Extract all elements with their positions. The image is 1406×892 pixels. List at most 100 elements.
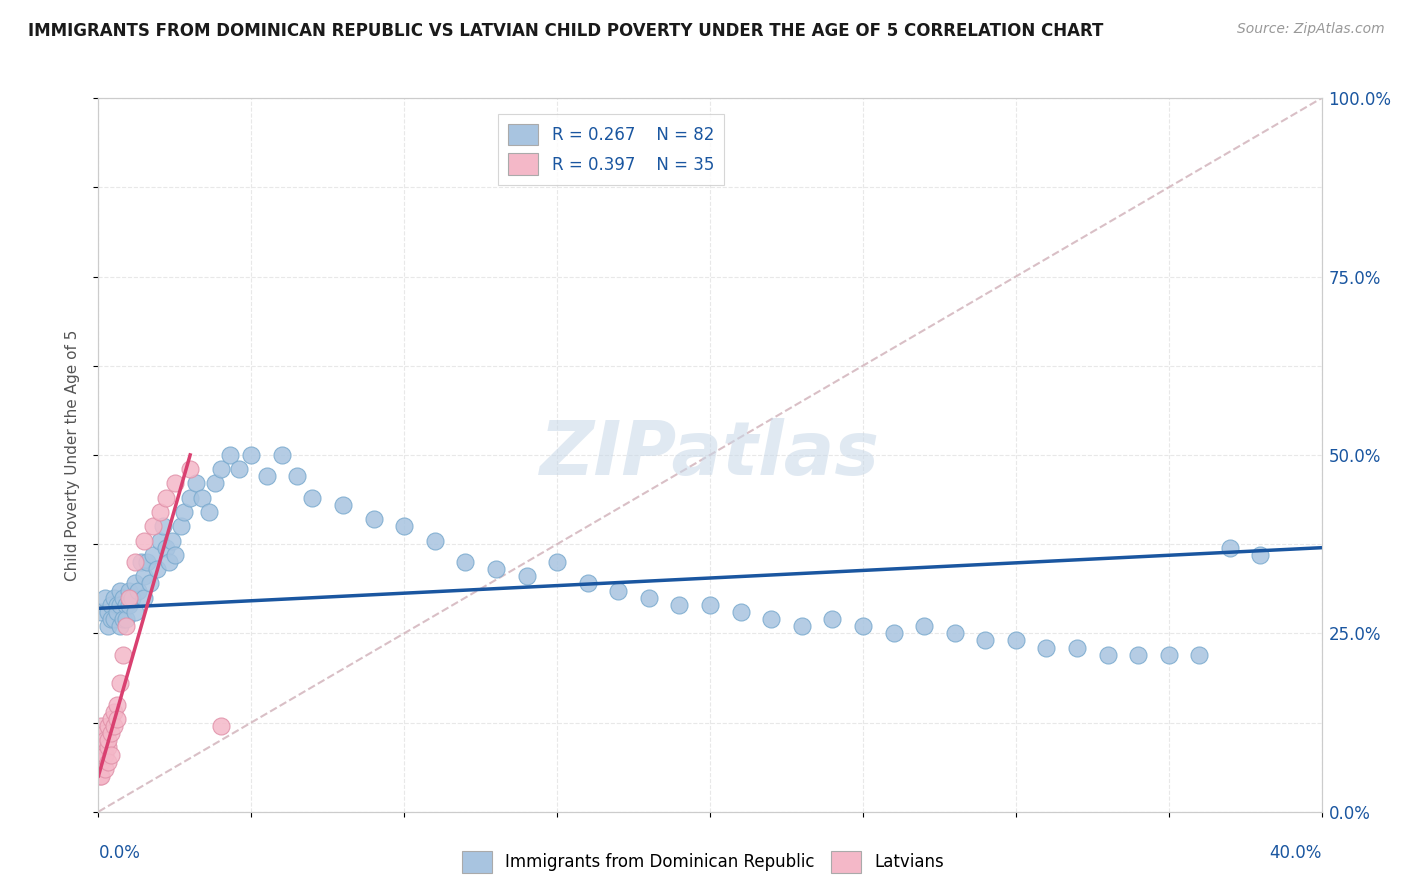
Point [270, 448, 292, 462]
Point [546, 555, 568, 569]
Point [97, 740, 120, 755]
Point [97, 605, 120, 619]
Legend: Immigrants from Dominican Republic, Latvians: Immigrants from Dominican Republic, Latv… [456, 845, 950, 880]
Point [100, 612, 122, 626]
Point [485, 562, 508, 576]
Text: 0.0%: 0.0% [98, 844, 141, 862]
Point [883, 626, 905, 640]
Point [134, 533, 156, 548]
Point [108, 583, 131, 598]
Point [108, 619, 131, 633]
Point [363, 512, 385, 526]
Point [607, 583, 630, 598]
Point [142, 548, 165, 562]
Point [100, 598, 122, 612]
Point [668, 598, 690, 612]
Point [89, 747, 111, 762]
Point [127, 583, 149, 598]
Point [160, 533, 183, 548]
Point [155, 541, 177, 555]
Point [105, 598, 128, 612]
Point [97, 619, 120, 633]
Text: IMMIGRANTS FROM DOMINICAN REPUBLIC VS LATVIAN CHILD POVERTY UNDER THE AGE OF 5 C: IMMIGRANTS FROM DOMINICAN REPUBLIC VS LA… [28, 22, 1104, 40]
Point [1004, 633, 1026, 648]
Point [93, 733, 115, 747]
Point [111, 612, 134, 626]
Point [90, 733, 112, 747]
Point [759, 612, 782, 626]
Point [285, 469, 308, 483]
Point [852, 619, 875, 633]
Point [108, 598, 131, 612]
Point [179, 462, 201, 476]
Point [100, 712, 122, 726]
Text: Source: ZipAtlas.com: Source: ZipAtlas.com [1237, 22, 1385, 37]
Point [93, 726, 115, 740]
Point [1128, 648, 1150, 662]
Point [93, 591, 115, 605]
Point [105, 712, 128, 726]
Point [115, 598, 138, 612]
Point [124, 605, 146, 619]
Point [637, 591, 661, 605]
Point [97, 719, 120, 733]
Point [191, 491, 214, 505]
Point [197, 505, 219, 519]
Point [124, 555, 146, 569]
Point [1249, 548, 1271, 562]
Point [142, 519, 165, 533]
Point [124, 576, 146, 591]
Point [103, 612, 125, 626]
Point [256, 469, 278, 483]
Point [204, 476, 226, 491]
Point [121, 591, 143, 605]
Point [228, 462, 250, 476]
Point [139, 576, 162, 591]
Point [155, 491, 177, 505]
Point [173, 505, 195, 519]
Point [152, 519, 174, 533]
Point [90, 755, 112, 769]
Text: ZIPatlas: ZIPatlas [540, 418, 880, 491]
Point [118, 598, 141, 612]
Point [149, 505, 172, 519]
Point [1157, 648, 1180, 662]
Point [97, 755, 120, 769]
Point [163, 476, 186, 491]
Point [111, 648, 134, 662]
Point [576, 576, 599, 591]
Point [392, 519, 416, 533]
Point [1035, 640, 1057, 655]
Point [912, 619, 935, 633]
Point [943, 626, 966, 640]
Point [149, 533, 172, 548]
Point [157, 555, 180, 569]
Point [93, 740, 115, 755]
Point [100, 747, 122, 762]
Point [179, 491, 201, 505]
Point [134, 591, 156, 605]
Point [301, 491, 323, 505]
Point [103, 719, 125, 733]
Point [97, 733, 120, 747]
Point [90, 769, 112, 783]
Point [115, 619, 138, 633]
Y-axis label: Child Poverty Under the Age of 5: Child Poverty Under the Age of 5 [65, 329, 80, 581]
Point [186, 476, 208, 491]
Point [974, 633, 997, 648]
Point [790, 619, 813, 633]
Point [1188, 648, 1211, 662]
Point [89, 769, 111, 783]
Point [730, 605, 752, 619]
Point [118, 583, 141, 598]
Point [105, 605, 128, 619]
Point [1066, 640, 1088, 655]
Point [118, 591, 141, 605]
Point [163, 548, 186, 562]
Point [105, 698, 128, 712]
Point [240, 448, 263, 462]
Point [170, 519, 193, 533]
Point [115, 612, 138, 626]
Point [136, 555, 159, 569]
Point [93, 762, 115, 776]
